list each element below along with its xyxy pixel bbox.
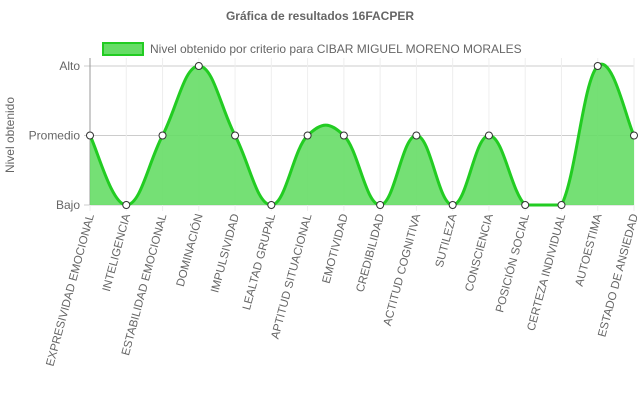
y-tick-label: Alto (59, 59, 80, 73)
point (484, 131, 493, 140)
x-tick-label: INTELIGENCIA (101, 212, 133, 293)
point (303, 131, 312, 140)
x-tick-label: AUTOESTIMA (574, 212, 605, 287)
point (339, 131, 348, 140)
point (86, 131, 94, 140)
point (122, 201, 131, 209)
point (267, 201, 276, 209)
x-tick-label: SUTILEZA (434, 212, 460, 269)
point (557, 201, 566, 209)
chart-title: Gráfica de resultados 16FACPER (226, 9, 414, 23)
legend-swatch (102, 42, 144, 56)
x-tick-label: CREDIBILIDAD (355, 213, 387, 294)
point (521, 201, 530, 209)
x-tick-label: IMPULSIVIDAD (209, 213, 242, 295)
point (630, 131, 638, 140)
point (194, 62, 203, 70)
y-axis-title: Nivel obtenido (3, 97, 17, 173)
x-tick-label: POSICIÓN SOCIAL (493, 212, 532, 314)
legend-label: Nivel obtenido por criterio para CIBAR M… (150, 42, 522, 56)
point (593, 62, 602, 70)
point (231, 131, 240, 140)
x-tick-label: CERTEZA INDIVIDUAL (526, 212, 569, 332)
x-tick-label: EXPRESIVIDAD EMOCIONAL (45, 212, 97, 368)
x-tick-label: APTITUD SITUACIONAL (269, 212, 314, 340)
point (158, 131, 167, 140)
y-tick-label: Bajo (56, 198, 80, 212)
x-tick-label: LEALTAD GRUPAL (241, 212, 278, 311)
x-tick-label: ESTADO DE ANSIEDAD (596, 213, 639, 339)
x-tick-label: DOMINACIÓN (174, 212, 206, 288)
point (448, 201, 457, 209)
line (88, 62, 636, 207)
x-tick-label: ACTITUD COGNITIVA (382, 212, 424, 327)
point (376, 201, 385, 209)
area (90, 64, 634, 205)
x-tick-label: CONSCIENCIA (464, 212, 496, 293)
point (412, 131, 421, 140)
x-tick-label: EMOTIVIDAD (321, 213, 351, 285)
y-tick-label: Promedio (29, 129, 81, 143)
